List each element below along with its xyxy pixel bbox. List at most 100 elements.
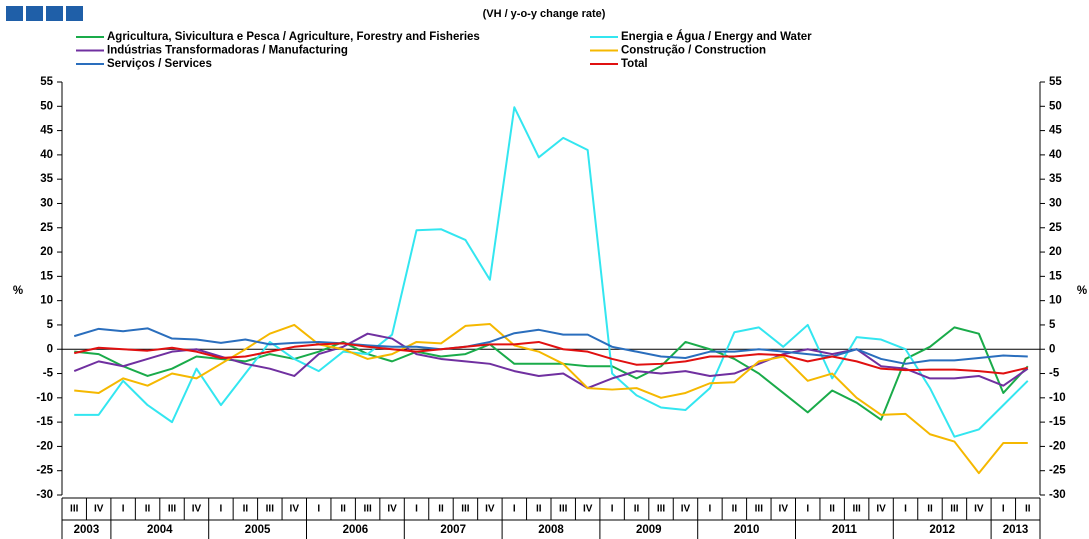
x-tick-label: II: [438, 504, 444, 515]
y-tick-label: -25: [36, 465, 53, 477]
x-tick-label: II: [1025, 504, 1031, 515]
y2-tick-label: 55: [1049, 76, 1062, 88]
y-tick-label: 55: [40, 76, 53, 88]
y2-tick-label: -20: [1049, 440, 1066, 452]
x-tick-label: IV: [192, 504, 202, 515]
x-tick-label: IV: [876, 504, 886, 515]
x-tick-label: II: [340, 504, 346, 515]
y2-tick-label: 10: [1049, 295, 1062, 307]
x-tick-label: I: [1002, 504, 1005, 515]
y-tick-label: 15: [40, 270, 53, 282]
x-tick-label: II: [829, 504, 835, 515]
logo-block: [6, 6, 23, 21]
x-tick-label: I: [513, 504, 516, 515]
x-tick-label: III: [950, 504, 959, 515]
chart-subtitle: (VH / y-o-y change rate): [483, 8, 606, 20]
x-tick-label: III: [266, 504, 275, 515]
x-year-label: 2008: [538, 524, 564, 536]
y2-tick-label: -30: [1049, 489, 1066, 501]
y2-tick-label: 25: [1049, 222, 1062, 234]
y2-tick-label: 50: [1049, 100, 1062, 112]
y2-tick-label: 40: [1049, 149, 1062, 161]
x-tick-label: I: [317, 504, 320, 515]
x-tick-label: I: [122, 504, 125, 515]
x-tick-label: I: [611, 504, 614, 515]
x-tick-label: IV: [485, 504, 495, 515]
y-tick-label: -20: [36, 440, 53, 452]
logo-block: [66, 6, 83, 21]
x-tick-label: II: [145, 504, 151, 515]
y2-tick-label: 0: [1049, 343, 1055, 355]
series-line: [74, 106, 1029, 438]
y-tick-label: 25: [40, 222, 53, 234]
x-tick-label: III: [70, 504, 79, 515]
x-tick-label: II: [243, 504, 249, 515]
y-tick-label: 10: [40, 295, 53, 307]
x-tick-label: II: [536, 504, 542, 515]
x-tick-label: III: [461, 504, 470, 515]
y2-tick-label: 5: [1049, 319, 1056, 331]
y2-tick-label: 15: [1049, 270, 1062, 282]
y2-tick-label: 45: [1049, 125, 1062, 137]
y2-tick-label: -10: [1049, 392, 1066, 404]
x-tick-label: IV: [681, 504, 691, 515]
y2-tick-label: 30: [1049, 198, 1062, 210]
legend-label: Construção / Construction: [621, 45, 766, 57]
x-tick-label: IV: [974, 504, 984, 515]
x-tick-label: I: [904, 504, 907, 515]
x-tick-label: III: [363, 504, 372, 515]
x-tick-label: III: [755, 504, 764, 515]
y-tick-label: -5: [43, 368, 54, 380]
y-axis-label: %: [13, 285, 23, 297]
x-tick-label: II: [927, 504, 933, 515]
x-year-label: 2004: [147, 524, 173, 536]
x-tick-label: I: [220, 504, 223, 515]
y-tick-label: -15: [36, 416, 53, 428]
series-line: [74, 340, 1029, 375]
legend-label: Agricultura, Sivicultura e Pesca / Agric…: [107, 31, 480, 43]
x-tick-label: IV: [290, 504, 300, 515]
y-tick-label: -30: [36, 489, 53, 501]
y2-tick-label: -15: [1049, 416, 1066, 428]
legend-label: Serviços / Services: [107, 58, 212, 70]
y-tick-label: 35: [40, 173, 53, 185]
y-tick-label: 30: [40, 198, 53, 210]
x-tick-label: III: [852, 504, 861, 515]
y2-axis-label: %: [1077, 285, 1087, 297]
x-tick-label: II: [634, 504, 640, 515]
y2-tick-label: 35: [1049, 173, 1062, 185]
y2-tick-label: -5: [1049, 368, 1060, 380]
x-tick-label: IV: [583, 504, 593, 515]
x-tick-label: III: [559, 504, 568, 515]
y-tick-label: 40: [40, 149, 53, 161]
x-tick-label: III: [168, 504, 177, 515]
logo-block: [46, 6, 63, 21]
x-year-label: 2006: [343, 524, 369, 536]
legend-label: Total: [621, 58, 648, 70]
series-line: [73, 327, 1028, 365]
x-tick-label: IV: [94, 504, 104, 515]
x-tick-label: II: [732, 504, 738, 515]
y-tick-label: 50: [40, 100, 53, 112]
logo-block: [26, 6, 43, 21]
y-tick-label: 45: [40, 125, 53, 137]
x-year-label: 2011: [832, 524, 858, 536]
y2-tick-label: 20: [1049, 246, 1062, 258]
y-tick-label: 20: [40, 246, 53, 258]
series-line: [73, 332, 1029, 390]
y-tick-label: 5: [47, 319, 54, 331]
x-year-label: 2013: [1003, 524, 1029, 536]
legend-label: Indústrias Transformadoras / Manufacturi…: [107, 45, 348, 57]
x-tick-label: I: [806, 504, 809, 515]
x-year-label: 2009: [636, 524, 662, 536]
x-year-label: 2012: [929, 524, 955, 536]
x-year-label: 2010: [734, 524, 760, 536]
x-tick-label: IV: [387, 504, 397, 515]
x-tick-label: III: [657, 504, 666, 515]
x-year-label: 2003: [74, 524, 100, 536]
y2-tick-label: -25: [1049, 465, 1066, 477]
x-year-label: 2007: [440, 524, 466, 536]
x-year-label: 2005: [245, 524, 271, 536]
y-tick-label: 0: [47, 343, 53, 355]
